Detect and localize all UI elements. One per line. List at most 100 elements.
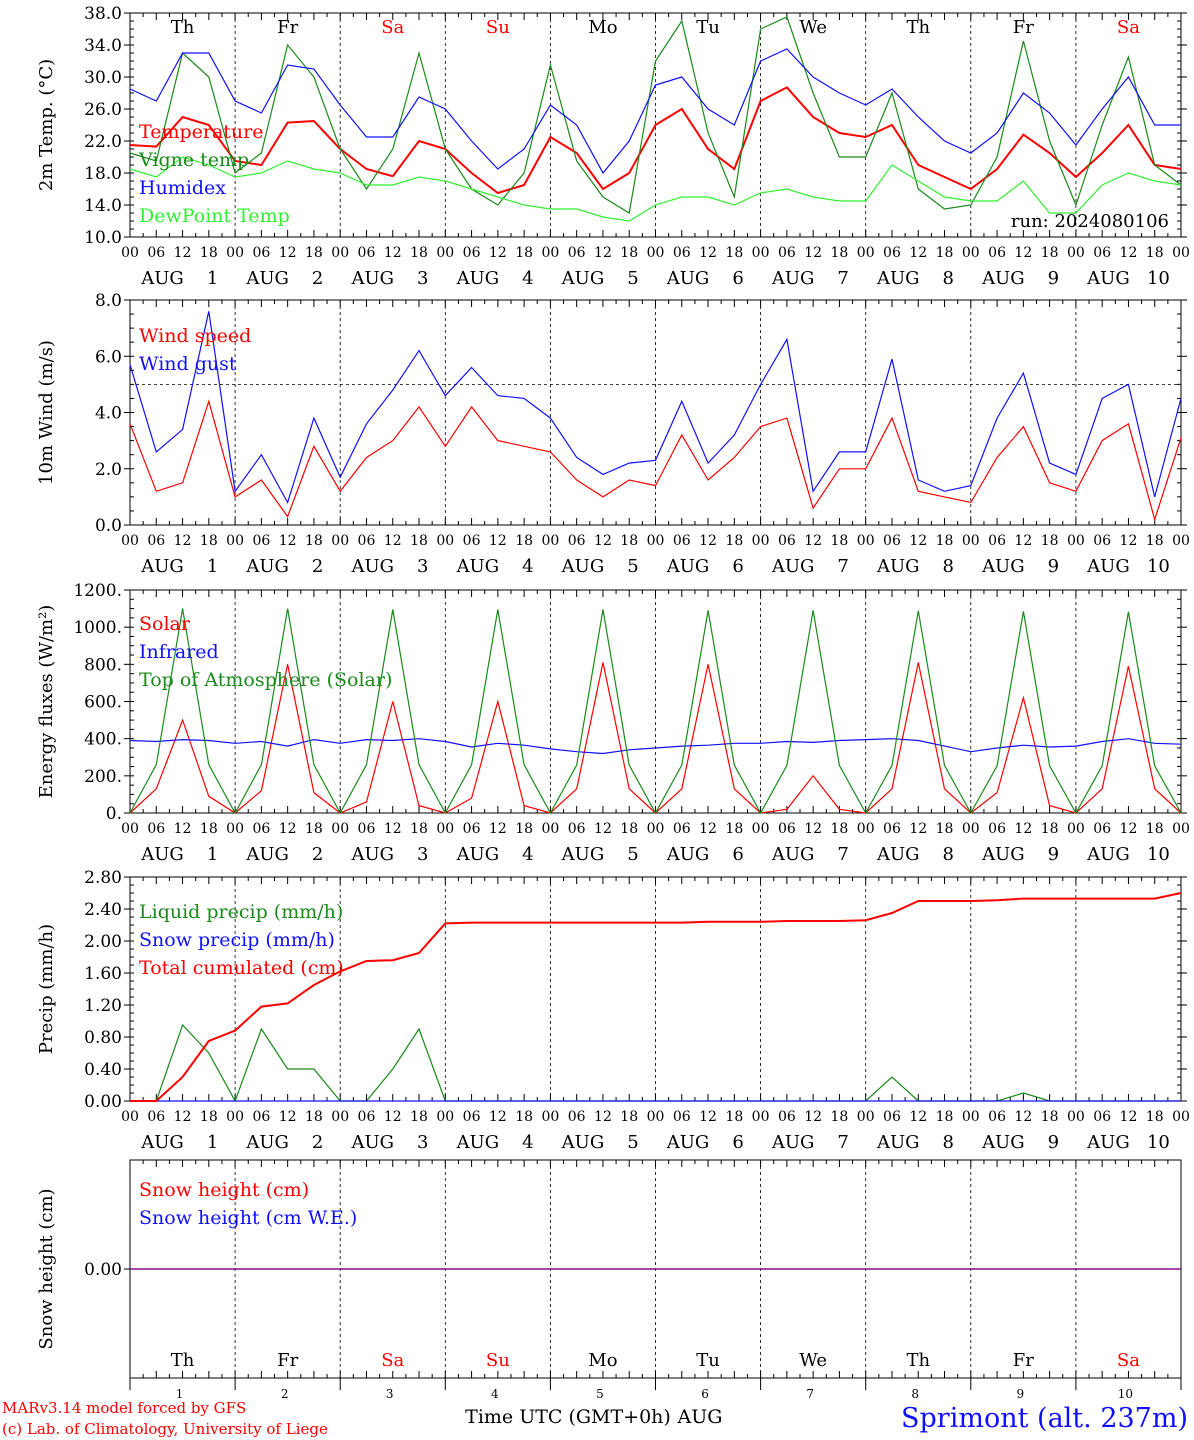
y-tick-label: 2.40 [84, 900, 122, 920]
hour-tick-label: 00 [962, 245, 980, 261]
legend-entry: Total cumulated (cm) [139, 957, 344, 979]
station-name: Sprimont (alt. 237m) [901, 1403, 1188, 1434]
y-tick-label: 0.40 [84, 1060, 122, 1080]
hour-tick-label: 06 [1093, 821, 1111, 837]
date-month-label: AUG [561, 844, 605, 865]
date-label: 1 [176, 1387, 184, 1401]
date-day-label: 2 [312, 1132, 323, 1153]
hour-tick-label: 18 [1041, 245, 1059, 261]
hour-tick-label: 06 [778, 533, 796, 549]
weekday-label: Tu [696, 1350, 720, 1371]
hour-tick-label: 18 [410, 1109, 428, 1125]
panel-wind: 0.0 2.0 4.0 6.0 8.0 10m Wind (m/s) Wind speed W… [36, 291, 1190, 577]
date-month-label: AUG [350, 556, 394, 577]
hour-tick-label: 12 [489, 533, 507, 549]
y-tick-label: 14.0 [84, 196, 122, 216]
legend-entry: Vigne temp [138, 149, 249, 171]
hour-tick-label: 18 [725, 1109, 743, 1125]
hour-tick-label: 06 [673, 533, 691, 549]
hour-tick-label: 12 [1014, 1109, 1032, 1125]
date-month-label: AUG [140, 556, 184, 577]
weekday-label: Mo [588, 1350, 617, 1371]
hour-tick-label: 18 [936, 1109, 954, 1125]
hour-tick-label: 12 [174, 1109, 192, 1125]
hour-tick-label: 00 [541, 533, 559, 549]
hour-tick-label: 18 [410, 245, 428, 261]
date-month-label: AUG [876, 556, 920, 577]
hour-tick-label: 18 [725, 533, 743, 549]
hour-tick-label: 06 [778, 245, 796, 261]
panel-precip: 0.00 0.40 0.80 1.20 1.60 2.00 2.40 2.80 Precip (… [36, 868, 1190, 1153]
y-tick-label: 10.0 [84, 228, 122, 248]
y-tick-label: 1200. [73, 581, 122, 601]
hour-tick-label: 06 [252, 245, 270, 261]
date-day-label: 7 [837, 556, 848, 577]
hour-tick-label: 18 [725, 821, 743, 837]
date-month-label: AUG [876, 268, 920, 289]
hour-tick-label: 00 [1172, 1109, 1190, 1125]
date-day-label: 6 [732, 268, 743, 289]
date-month-label: AUG [350, 268, 394, 289]
hour-tick-label: 18 [620, 821, 638, 837]
weekday-label: Fr [1013, 17, 1034, 38]
date-month-label: AUG [245, 556, 289, 577]
panel-snow: 0.00 Snow height (cm) Snow height (cm) Snow… [36, 1159, 1182, 1401]
hour-tick-label: 12 [699, 821, 717, 837]
legend-entry: Top of Atmosphere (Solar) [139, 669, 392, 691]
legend-entry: Temperature [139, 121, 263, 143]
hour-tick-label: 12 [1120, 245, 1138, 261]
date-month-label: AUG [1086, 556, 1130, 577]
hour-tick-label: 06 [463, 1109, 481, 1125]
date-month-label: AUG [456, 556, 500, 577]
legend-entry: Wind speed [139, 325, 251, 347]
date-month-label: AUG [876, 1132, 920, 1153]
hour-tick-label: 18 [305, 533, 323, 549]
hour-tick-label: 12 [909, 1109, 927, 1125]
hour-tick-label: 00 [752, 245, 770, 261]
y-tick-label: 1000. [73, 618, 122, 638]
date-day-label: 4 [522, 844, 533, 865]
date-label: 4 [491, 1387, 499, 1401]
date-day-label: 5 [627, 844, 638, 865]
hour-tick-label: 06 [463, 821, 481, 837]
date-day-label: 6 [732, 556, 743, 577]
x-axis-month-label: AUG [677, 1406, 723, 1428]
weekday-label: Th [171, 1350, 195, 1371]
hour-tick-label: 06 [147, 245, 165, 261]
hour-tick-label: 06 [778, 821, 796, 837]
hour-tick-label: 06 [147, 821, 165, 837]
y-tick-label: 600. [84, 693, 122, 713]
hour-tick-label: 12 [1120, 1109, 1138, 1125]
legend-entry: Solar [139, 613, 191, 635]
date-day-label: 4 [522, 1132, 533, 1153]
hour-tick-label: 00 [1067, 533, 1085, 549]
date-month-label: AUG [666, 268, 710, 289]
hour-tick-label: 06 [883, 1109, 901, 1125]
date-month-label: AUG [876, 844, 920, 865]
hour-tick-label: 18 [620, 533, 638, 549]
date-month-label: AUG [456, 268, 500, 289]
hour-tick-label: 18 [620, 245, 638, 261]
date-day-label: 2 [312, 268, 323, 289]
model-credit: MARv3.14 model forced by GFS [2, 1399, 246, 1417]
series-line-dewpoint-temp [129, 156, 1182, 222]
hour-tick-label: 18 [1146, 1109, 1164, 1125]
lab-credit: (c) Lab. of Climatology, University of L… [2, 1420, 328, 1438]
hour-tick-label: 12 [279, 533, 297, 549]
date-day-label: 3 [417, 556, 428, 577]
date-day-label: 6 [732, 1132, 743, 1153]
date-day-label: 8 [943, 556, 954, 577]
plot-frame [129, 299, 1182, 526]
hour-tick-label: 06 [1093, 1109, 1111, 1125]
date-day-label: 9 [1048, 268, 1059, 289]
hour-tick-label: 06 [147, 533, 165, 549]
hour-tick-label: 12 [594, 245, 612, 261]
hour-tick-label: 00 [857, 1109, 875, 1125]
hour-tick-label: 00 [647, 1109, 665, 1125]
weekday-label: Fr [277, 1350, 298, 1371]
y-tick-label: 200. [84, 767, 122, 787]
weekday-label: Fr [277, 17, 298, 38]
weekday-label: Sa [381, 17, 404, 38]
hour-tick-label: 12 [699, 533, 717, 549]
legend-entry: Wind gust [139, 353, 237, 375]
